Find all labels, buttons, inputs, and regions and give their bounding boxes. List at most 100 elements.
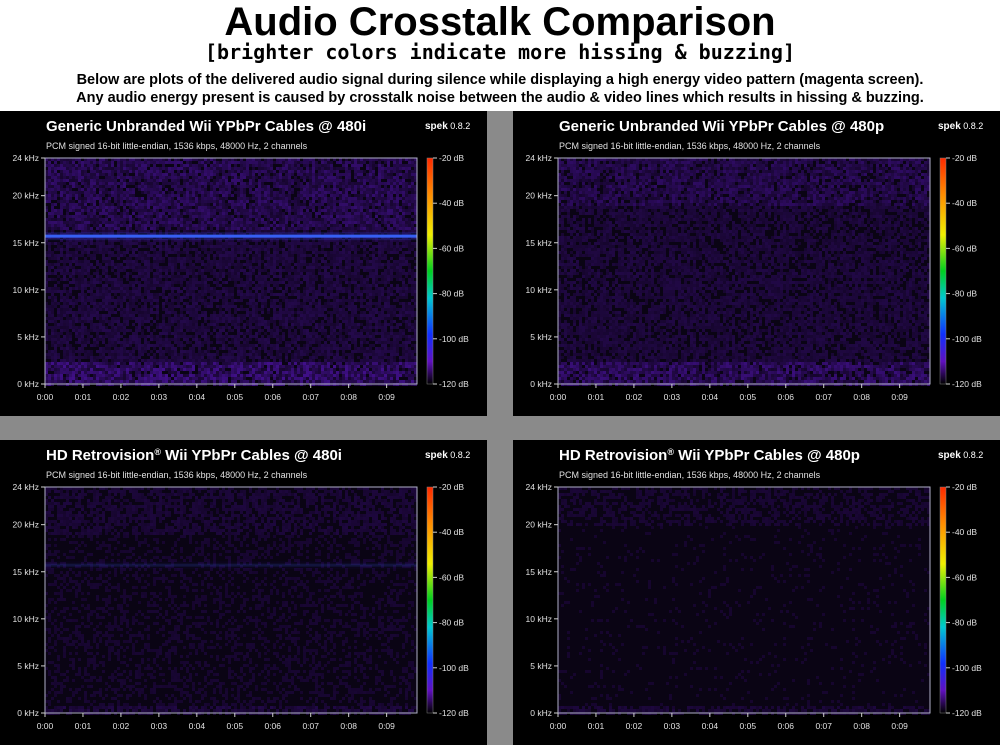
hum-line bbox=[45, 234, 417, 238]
colorbar-tick-label: -100 dB bbox=[952, 663, 982, 673]
x-tick-label: 0:04 bbox=[189, 721, 206, 731]
plot-border bbox=[557, 486, 931, 714]
y-tick-label: 0 kHz bbox=[530, 379, 552, 389]
colorbar-tick-label: -40 dB bbox=[439, 527, 464, 537]
colorbar-tick-label: -20 dB bbox=[439, 482, 464, 492]
noise-texture bbox=[45, 158, 417, 386]
colorbar-tick-label: -60 dB bbox=[439, 243, 464, 253]
chart-title: HD Retrovision® Wii YPbPr Cables @ 480i bbox=[46, 447, 342, 464]
x-tick-label: 0:02 bbox=[626, 721, 643, 731]
y-tick-label: 0 kHz bbox=[17, 708, 39, 718]
colorbar-tick-label: -120 dB bbox=[952, 379, 982, 389]
y-tick-label: 10 kHz bbox=[526, 614, 552, 624]
chart-title: Generic Unbranded Wii YPbPr Cables @ 480… bbox=[46, 118, 366, 135]
y-tick-label: 5 kHz bbox=[17, 332, 39, 342]
x-tick-label: 0:03 bbox=[664, 721, 681, 731]
x-tick-label: 0:09 bbox=[891, 721, 908, 731]
x-tick-label: 0:02 bbox=[113, 721, 130, 731]
x-tick-label: 0:00 bbox=[550, 721, 567, 731]
colorbar-tick-label: -80 dB bbox=[952, 618, 977, 628]
y-tick-label: 5 kHz bbox=[17, 661, 39, 671]
description-line-1: Below are plots of the delivered audio s… bbox=[0, 72, 1000, 89]
colorbar-tick-label: -80 dB bbox=[439, 289, 464, 299]
y-tick-label: 5 kHz bbox=[530, 661, 552, 671]
colorbar-tick-label: -60 dB bbox=[952, 243, 977, 253]
colorbar-tick-label: -20 dB bbox=[439, 153, 464, 163]
hum-line bbox=[45, 563, 417, 567]
x-tick-label: 0:02 bbox=[626, 392, 643, 402]
spectrogram-panel-generic-480i: Generic Unbranded Wii YPbPr Cables @ 480… bbox=[0, 111, 487, 416]
y-tick-label: 15 kHz bbox=[526, 238, 552, 248]
x-tick-label: 0:07 bbox=[815, 721, 832, 731]
x-tick-label: 0:05 bbox=[227, 392, 244, 402]
x-tick-label: 0:05 bbox=[740, 721, 757, 731]
x-tick-label: 0:04 bbox=[702, 721, 719, 731]
x-tick-label: 0:01 bbox=[75, 721, 92, 731]
y-tick-label: 24 kHz bbox=[526, 153, 552, 163]
x-tick-label: 0:07 bbox=[302, 721, 319, 731]
x-tick-label: 0:09 bbox=[891, 392, 908, 402]
y-tick-label: 24 kHz bbox=[13, 482, 39, 492]
plot-border bbox=[44, 157, 418, 385]
x-tick-label: 0:06 bbox=[777, 392, 794, 402]
colorbar bbox=[939, 486, 947, 714]
x-tick-label: 0:06 bbox=[264, 721, 281, 731]
y-tick-label: 20 kHz bbox=[526, 191, 552, 201]
x-tick-label: 0:06 bbox=[777, 721, 794, 731]
x-tick-label: 0:05 bbox=[227, 721, 244, 731]
y-tick-label: 15 kHz bbox=[526, 567, 552, 577]
x-tick-label: 0:08 bbox=[853, 392, 870, 402]
file-info: PCM signed 16-bit little-endian, 1536 kb… bbox=[46, 470, 308, 480]
colorbar-tick-label: -120 dB bbox=[439, 708, 469, 718]
y-tick-label: 0 kHz bbox=[530, 708, 552, 718]
colorbar-tick-label: -100 dB bbox=[439, 334, 469, 344]
x-tick-label: 0:09 bbox=[378, 721, 395, 731]
file-info: PCM signed 16-bit little-endian, 1536 kb… bbox=[559, 470, 821, 480]
x-tick-label: 0:07 bbox=[815, 392, 832, 402]
x-tick-label: 0:02 bbox=[113, 392, 130, 402]
app-name-badge: spek 0.8.2 bbox=[938, 450, 983, 461]
colorbar-tick-label: -40 dB bbox=[952, 198, 977, 208]
spectrogram-svg: Generic Unbranded Wii YPbPr Cables @ 480… bbox=[526, 118, 984, 402]
hum-line-glow bbox=[45, 561, 417, 569]
colorbar-tick-label: -20 dB bbox=[952, 482, 977, 492]
y-tick-label: 24 kHz bbox=[526, 482, 552, 492]
x-tick-label: 0:08 bbox=[853, 721, 870, 731]
y-tick-label: 10 kHz bbox=[526, 285, 552, 295]
chart-title: Generic Unbranded Wii YPbPr Cables @ 480… bbox=[559, 118, 884, 135]
colorbar-tick-label: -80 dB bbox=[952, 289, 977, 299]
colorbar-tick-label: -60 dB bbox=[952, 572, 977, 582]
y-tick-label: 20 kHz bbox=[13, 520, 39, 530]
colorbar-tick-label: -20 dB bbox=[952, 153, 977, 163]
colorbar-tick-label: -80 dB bbox=[439, 618, 464, 628]
colorbar-tick-label: -40 dB bbox=[952, 527, 977, 537]
x-tick-label: 0:04 bbox=[189, 392, 206, 402]
description-line-2: Any audio energy present is caused by cr… bbox=[0, 90, 1000, 107]
x-tick-label: 0:03 bbox=[151, 392, 168, 402]
x-tick-label: 0:08 bbox=[340, 392, 357, 402]
y-tick-label: 20 kHz bbox=[13, 191, 39, 201]
chart-title: HD Retrovision® Wii YPbPr Cables @ 480p bbox=[559, 447, 860, 464]
plot-border bbox=[557, 157, 931, 385]
x-tick-label: 0:09 bbox=[378, 392, 395, 402]
y-tick-label: 15 kHz bbox=[13, 238, 39, 248]
x-tick-label: 0:00 bbox=[550, 392, 567, 402]
colorbar-tick-label: -120 dB bbox=[952, 708, 982, 718]
colorbar-tick-label: -100 dB bbox=[439, 663, 469, 673]
x-tick-label: 0:01 bbox=[588, 392, 605, 402]
app-name-badge: spek 0.8.2 bbox=[425, 121, 470, 132]
y-tick-label: 10 kHz bbox=[13, 614, 39, 624]
x-tick-label: 0:01 bbox=[75, 392, 92, 402]
spectrogram-panel-retrovision-480i: HD Retrovision® Wii YPbPr Cables @ 480i s… bbox=[0, 440, 487, 745]
spectrogram-panel-retrovision-480p: HD Retrovision® Wii YPbPr Cables @ 480p s… bbox=[513, 440, 1000, 745]
spectrogram-svg: Generic Unbranded Wii YPbPr Cables @ 480… bbox=[13, 118, 471, 402]
x-tick-label: 0:00 bbox=[37, 392, 54, 402]
plot-border bbox=[44, 486, 418, 714]
colorbar bbox=[939, 157, 947, 385]
spectrogram-svg: HD Retrovision® Wii YPbPr Cables @ 480i s… bbox=[13, 447, 471, 731]
colorbar-tick-label: -120 dB bbox=[439, 379, 469, 389]
x-tick-label: 0:03 bbox=[151, 721, 168, 731]
x-tick-label: 0:07 bbox=[302, 392, 319, 402]
x-tick-label: 0:05 bbox=[740, 392, 757, 402]
colorbar-tick-label: -60 dB bbox=[439, 572, 464, 582]
